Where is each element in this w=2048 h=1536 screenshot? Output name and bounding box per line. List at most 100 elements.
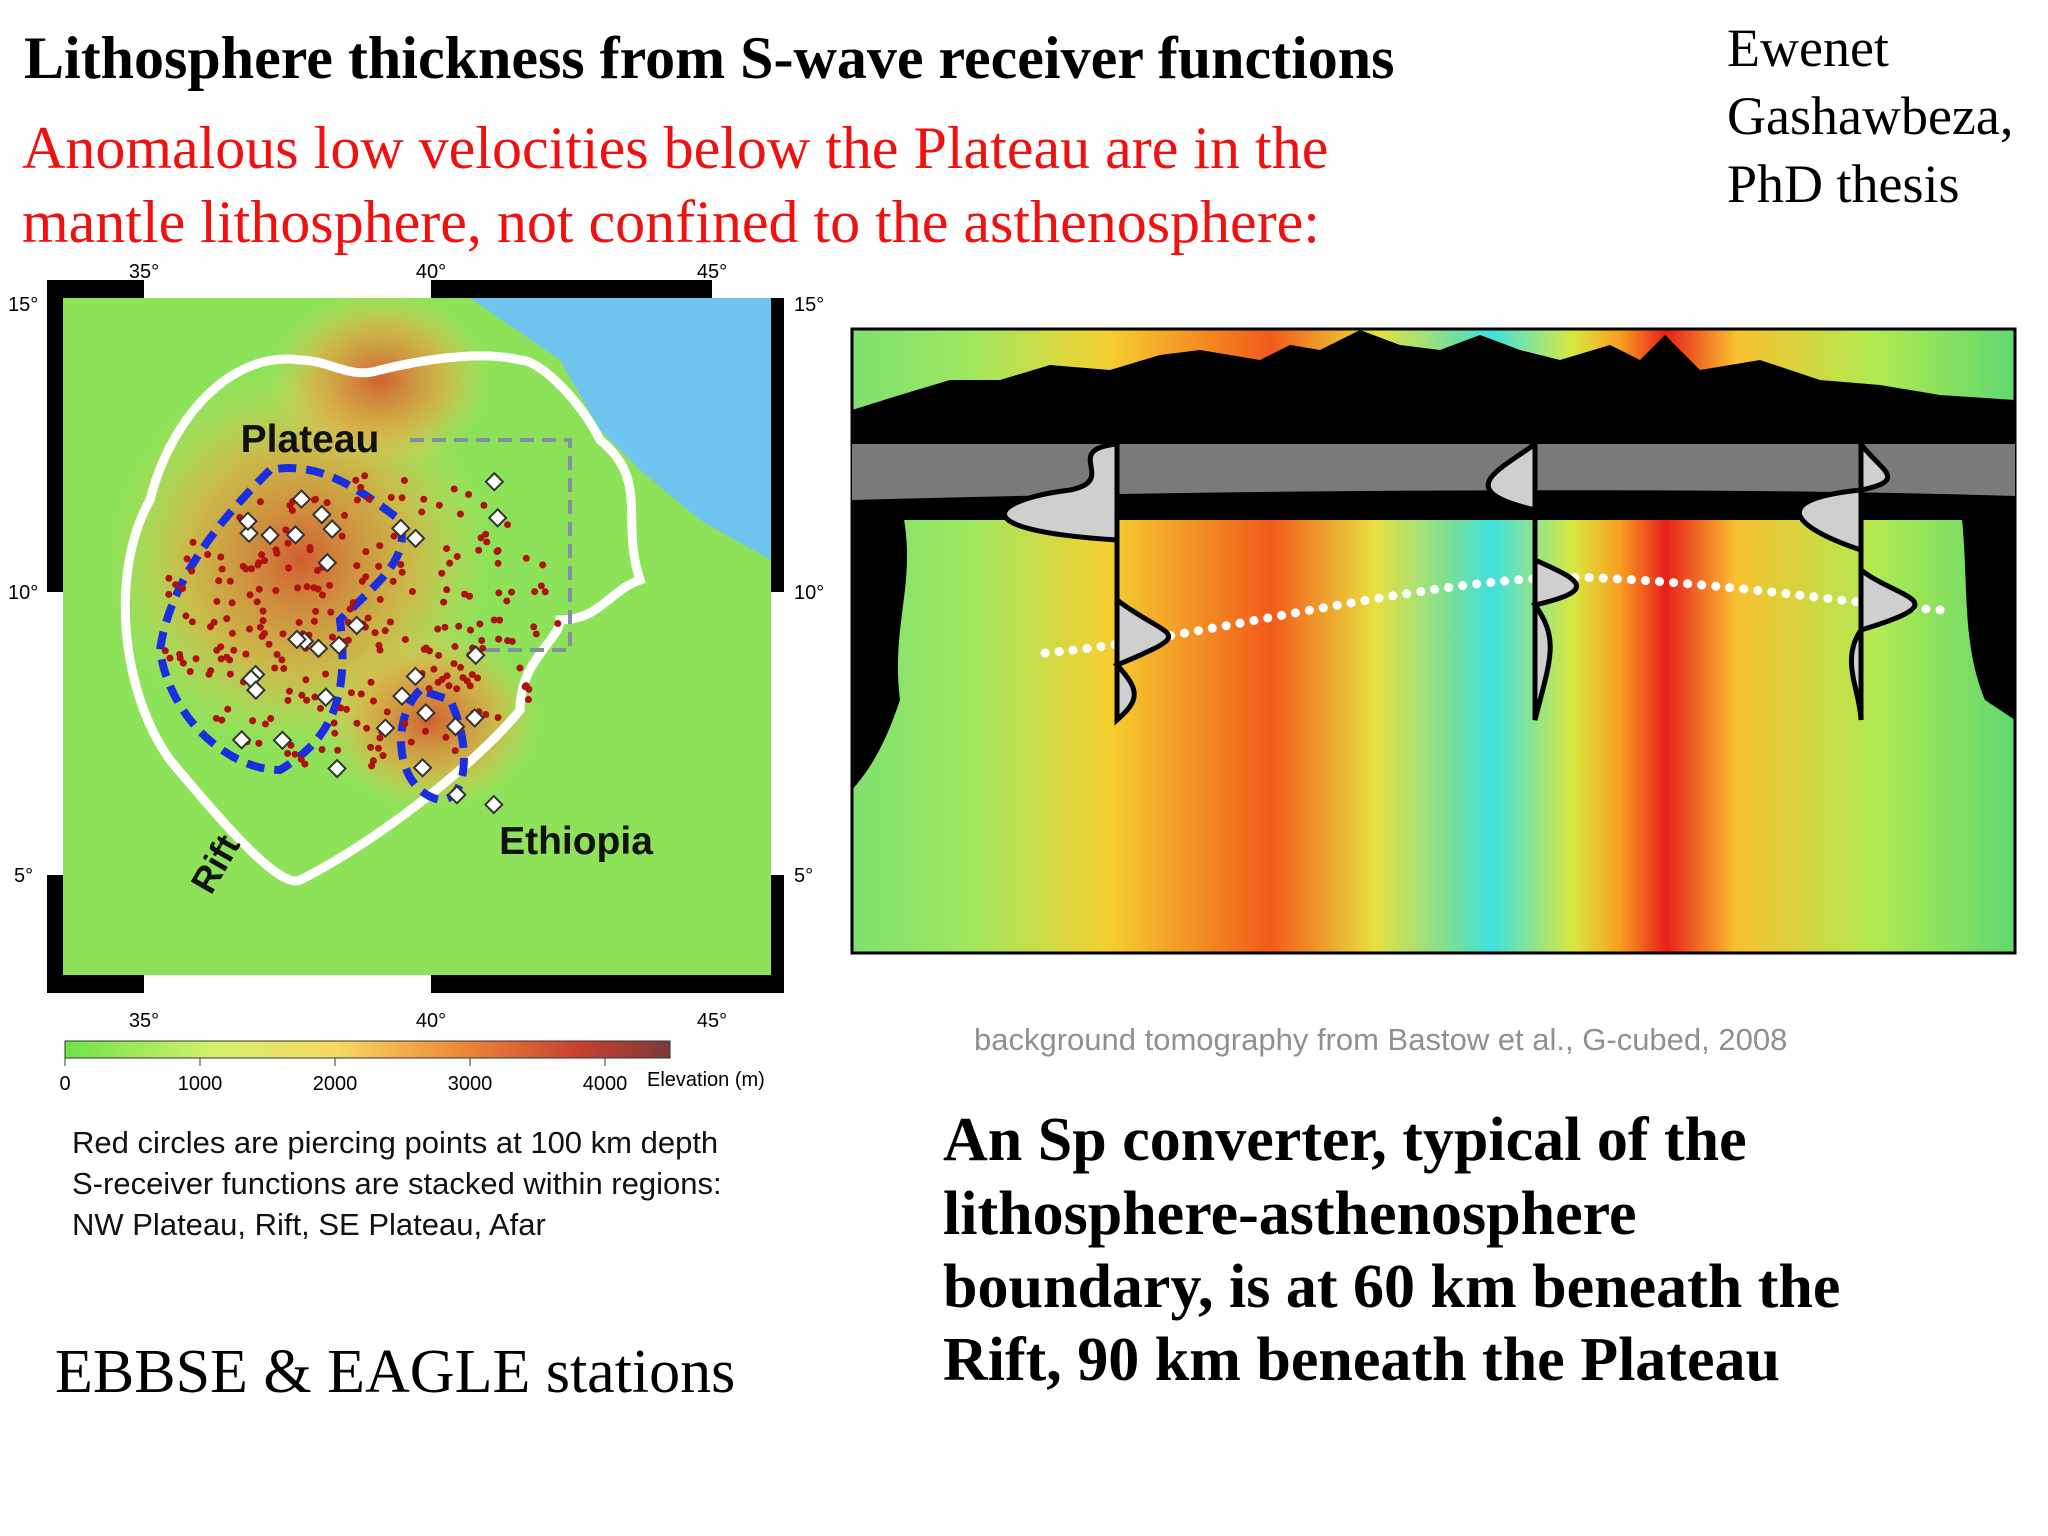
piercing-point — [284, 539, 292, 547]
station — [231, 729, 252, 750]
station — [484, 471, 505, 492]
piercing-point — [316, 704, 324, 712]
piercing-point — [217, 553, 225, 561]
plateau-outline — [120, 351, 646, 886]
piercing-point — [254, 561, 262, 569]
piercing-point — [362, 548, 370, 556]
piercing-point — [346, 605, 354, 613]
piercing-point — [390, 532, 398, 540]
piercing-point — [465, 490, 473, 498]
piercing-point — [443, 672, 451, 680]
colorbar — [64, 1040, 671, 1059]
piercing-point — [297, 755, 305, 763]
lon-label: 35° — [129, 261, 159, 283]
lat-label: 5° — [794, 865, 813, 887]
piercing-point — [223, 615, 231, 623]
piercing-point — [261, 720, 269, 728]
piercing-point — [259, 617, 267, 625]
piercing-point — [503, 597, 511, 605]
piercing-point — [347, 689, 355, 697]
piercing-point — [516, 664, 524, 672]
piercing-point — [483, 538, 491, 546]
region-outline — [410, 438, 572, 652]
station — [375, 718, 396, 739]
piercing-point — [239, 562, 247, 570]
piercing-point — [364, 614, 372, 622]
piercing-point — [490, 616, 498, 624]
piercing-point — [381, 627, 389, 635]
piercing-point — [253, 598, 261, 606]
piercing-point — [285, 687, 293, 695]
piercing-point — [494, 559, 502, 567]
caption-line: S-receiver functions are stacked within … — [72, 1166, 722, 1201]
piercing-point — [318, 591, 326, 599]
piercing-point — [537, 582, 545, 590]
piercing-point — [468, 671, 476, 679]
piercing-point — [288, 507, 296, 515]
caption-line: NW Plateau, Rift, SE Plateau, Afar — [72, 1207, 546, 1242]
piercing-point — [451, 643, 459, 651]
piercing-point — [287, 741, 295, 749]
piercing-point — [192, 655, 200, 663]
piercing-point — [387, 493, 395, 501]
colorbar-tick-label: 4000 — [583, 1073, 628, 1095]
lat-label: 10° — [794, 582, 824, 604]
piercing-point — [357, 483, 365, 491]
piercing-point — [367, 743, 375, 751]
waveform — [1002, 441, 1172, 726]
highland — [270, 290, 490, 470]
piercing-point — [284, 749, 292, 757]
waveform — [1797, 436, 1918, 721]
piercing-point — [213, 597, 221, 605]
piercing-point — [386, 618, 394, 626]
waveform — [1485, 439, 1579, 721]
piercing-point — [286, 501, 294, 509]
lat-label: 15° — [8, 294, 38, 316]
piercing-point — [318, 745, 326, 753]
piercing-point — [494, 714, 502, 722]
piercing-point — [212, 714, 220, 722]
frame-segment — [712, 280, 784, 298]
piercing-point — [166, 654, 174, 662]
conclusion-line: lithosphere-asthenosphere — [943, 1180, 1637, 1248]
credit-line: Ewenet — [1727, 18, 1889, 78]
colorbar-tick-label: 2000 — [313, 1073, 358, 1095]
piercing-point — [376, 595, 384, 603]
piercing-point — [176, 650, 184, 658]
piercing-point — [365, 495, 373, 503]
piercing-point — [265, 640, 273, 648]
conclusion-line: An Sp converter, typical of the — [943, 1106, 1747, 1174]
station — [245, 680, 266, 701]
piercing-point — [408, 588, 416, 596]
piercing-point — [353, 719, 361, 727]
piercing-point — [494, 547, 502, 555]
piercing-point — [522, 554, 530, 562]
colorbar-tick-label: 1000 — [178, 1073, 223, 1095]
piercing-point — [375, 562, 383, 570]
piercing-point — [482, 711, 490, 719]
piercing-point — [218, 716, 226, 724]
piercing-point — [165, 590, 173, 598]
piercing-point — [258, 551, 266, 559]
piercing-point — [443, 545, 451, 553]
station — [238, 511, 258, 532]
piercing-point — [280, 664, 288, 672]
piercing-point — [461, 590, 469, 598]
piercing-point — [246, 591, 254, 599]
lat-label: 10° — [8, 582, 38, 604]
piercing-point — [310, 584, 318, 592]
lon-label: 40° — [416, 261, 446, 283]
frame-segment — [771, 592, 784, 875]
piercing-point — [303, 583, 311, 591]
piercing-point — [245, 625, 253, 633]
piercing-point — [272, 546, 280, 554]
piercing-point — [418, 508, 426, 516]
piercing-point — [226, 670, 234, 678]
piercing-point — [445, 682, 453, 690]
piercing-point — [226, 577, 234, 585]
piercing-point — [189, 538, 197, 546]
piercing-point — [282, 526, 290, 534]
edge-shadow — [852, 500, 908, 790]
piercing-point — [504, 521, 512, 529]
